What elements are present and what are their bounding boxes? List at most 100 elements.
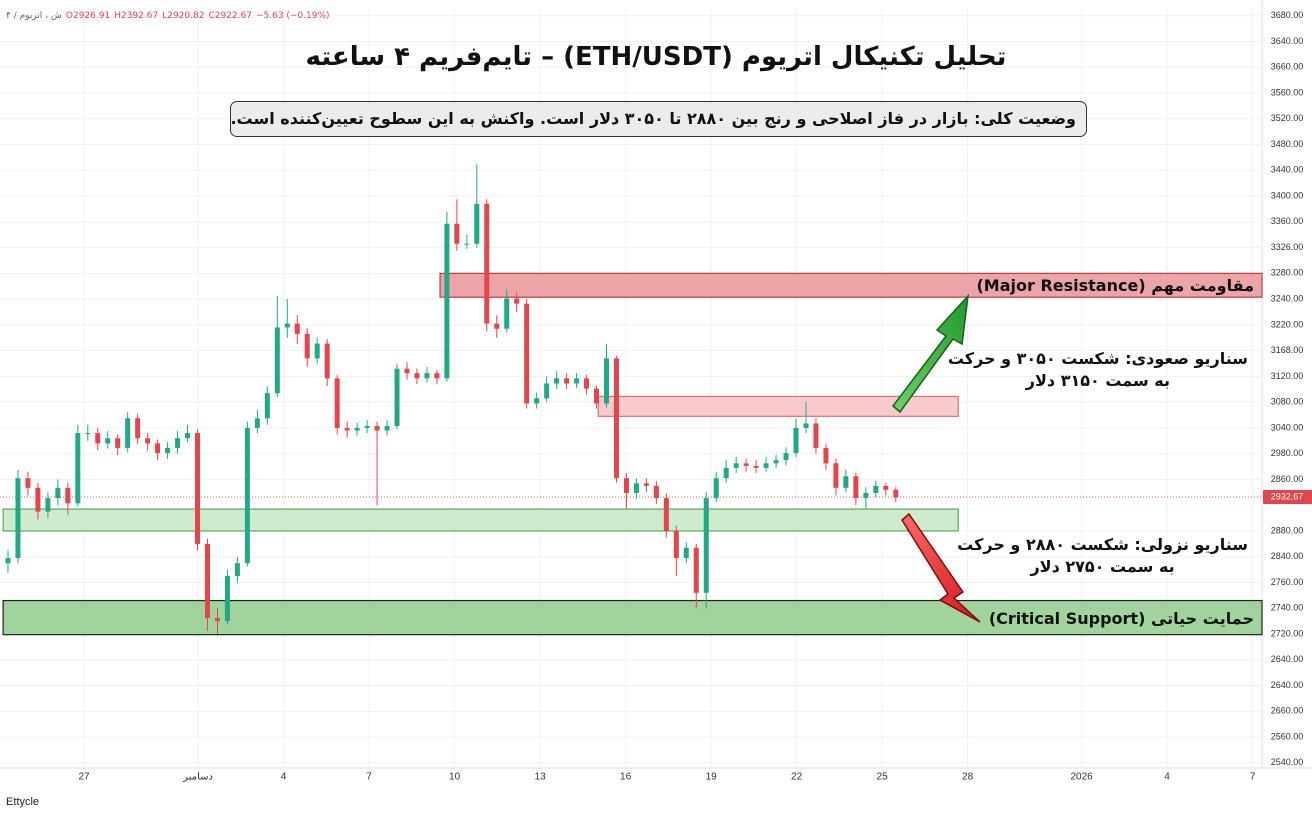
- candle-body: [773, 460, 779, 464]
- y-tick-label: 3120.00: [1271, 371, 1304, 381]
- candle-body: [214, 617, 220, 622]
- candle-body: [115, 438, 121, 448]
- candle-body: [623, 478, 629, 493]
- candle-body: [314, 343, 320, 359]
- y-tick-label: 2980.00: [1271, 448, 1304, 458]
- zone-label: مقاومت مهم (Major Resistance): [976, 276, 1254, 295]
- ohlc-value: −5.63 (−0.19%): [255, 11, 330, 21]
- candle-body: [663, 498, 669, 531]
- candle-body: [244, 427, 250, 564]
- candle-body: [803, 423, 809, 428]
- y-tick-label: 2760.00: [1271, 577, 1304, 587]
- y-tick-label: 3240.00: [1271, 293, 1304, 303]
- candle-body: [374, 426, 380, 431]
- candle-body: [414, 373, 420, 379]
- chart-subtitle: وضعیت کلی: بازار در فاز اصلاحی و رنج بین…: [230, 101, 1087, 137]
- candle-body: [504, 298, 510, 329]
- candle-body: [594, 388, 600, 404]
- candle-body: [753, 465, 759, 468]
- y-tick-label: 2540.00: [1271, 757, 1304, 767]
- candle-body: [434, 373, 440, 379]
- y-tick-label: 3560.00: [1271, 87, 1304, 97]
- price-axis-panel: [1262, 0, 1312, 768]
- candle-body: [823, 447, 829, 464]
- candle-body: [324, 343, 330, 379]
- candle-body: [224, 576, 230, 622]
- price-zone: [439, 272, 1263, 298]
- bullish-arrow: [891, 293, 970, 414]
- candle-body: [643, 483, 649, 486]
- y-tick-label: 2660.00: [1271, 706, 1304, 716]
- symbol: ۴ / ش ، اتریوم: [6, 11, 62, 21]
- candle-body: [853, 476, 859, 499]
- candle-body: [404, 368, 410, 374]
- candle-body: [334, 378, 340, 428]
- y-tick-label: 3168.00: [1271, 345, 1304, 355]
- candle-body: [733, 463, 739, 468]
- x-tick-label: 7: [366, 772, 372, 783]
- candle-body: [45, 498, 51, 512]
- candle-body: [633, 483, 639, 493]
- y-tick-label: 3280.00: [1271, 268, 1304, 278]
- chart-title: تحلیل تکنیکال اتریوم (ETH/USDT) – تایم‌ف…: [305, 42, 1007, 72]
- candle-body: [673, 530, 679, 559]
- candle-body: [254, 418, 260, 428]
- y-tick-label: 3640.00: [1271, 36, 1304, 46]
- candle-body: [653, 485, 659, 499]
- candle-body: [564, 378, 570, 384]
- y-tick-label: 2740.00: [1271, 603, 1304, 613]
- candle-body: [264, 393, 270, 419]
- candle-body: [35, 487, 41, 512]
- price-zone: [2, 599, 1263, 636]
- x-tick-label: 13: [535, 772, 547, 783]
- y-tick-label: 2720.00: [1271, 628, 1304, 638]
- ohlc-value: L2920.82: [162, 11, 205, 21]
- candle-body: [603, 358, 609, 404]
- bearish-arrow: [901, 512, 981, 623]
- candle-body: [424, 373, 430, 379]
- x-tick-label: دسامبر: [182, 772, 213, 783]
- candle-body: [474, 203, 480, 244]
- zone-label: حمایت حیاتی (Critical Support): [988, 609, 1254, 628]
- zones: [0, 272, 1263, 636]
- candle-body: [155, 443, 161, 454]
- candle-body: [195, 433, 201, 544]
- candle-body: [833, 463, 839, 488]
- candle-body: [544, 383, 550, 399]
- candle-body: [873, 485, 879, 493]
- candle-body: [863, 492, 869, 499]
- y-tick-label: 2840.00: [1271, 551, 1304, 561]
- candle-body: [693, 547, 699, 593]
- y-tick-label: 3680.00: [1271, 10, 1304, 20]
- y-tick-label: 2560.00: [1271, 731, 1304, 741]
- candle-body: [813, 423, 819, 448]
- candle-body: [843, 476, 849, 488]
- candle-body: [294, 323, 300, 334]
- x-tick-label: 19: [706, 772, 718, 783]
- candle-body: [105, 438, 111, 444]
- ohlc-value: H2392.67: [114, 11, 159, 21]
- y-tick-label: 3360.00: [1271, 216, 1304, 226]
- y-tick-label: 3080.00: [1271, 397, 1304, 407]
- candle-body: [175, 438, 181, 448]
- candle-body: [444, 223, 450, 379]
- annotation-line: سناریو صعودی: شکست ۳۰۵۰ و حرکت: [947, 349, 1248, 368]
- candle-body: [304, 333, 310, 359]
- candle-body: [524, 303, 530, 404]
- candle-body: [494, 323, 500, 329]
- x-tick-label: 4: [281, 772, 287, 783]
- candle-body: [75, 433, 81, 504]
- candle-body: [534, 398, 540, 404]
- y-tick-label: 3520.00: [1271, 113, 1304, 123]
- price-zone: [597, 395, 959, 417]
- candle-body: [613, 358, 619, 479]
- x-tick-label: 10: [449, 772, 461, 783]
- x-tick-label: 4: [1164, 772, 1170, 783]
- y-tick-label: 2860.00: [1271, 474, 1304, 484]
- candle-body: [783, 453, 789, 461]
- y-tick-label: 3440.00: [1271, 165, 1304, 175]
- candle-body: [135, 418, 141, 439]
- candle-body: [703, 498, 709, 593]
